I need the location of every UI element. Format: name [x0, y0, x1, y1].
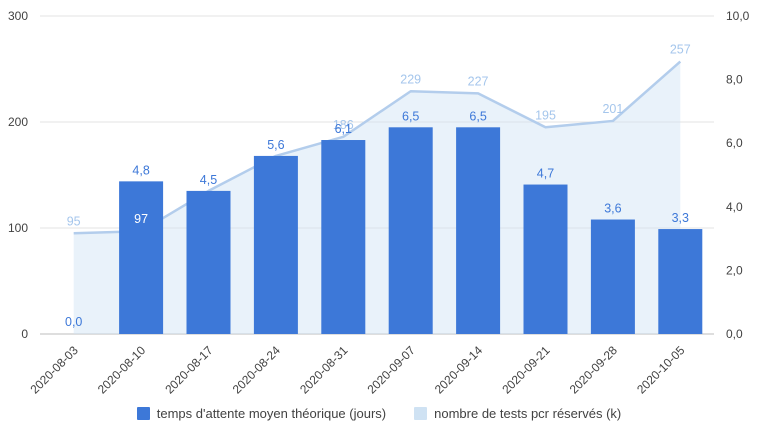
chart-text: 186	[333, 118, 354, 132]
chart-text: 229	[400, 72, 421, 86]
chart-legend: temps d'attente moyen théorique (jours) …	[0, 406, 758, 421]
chart-text: 6,5	[469, 109, 486, 123]
bar-series-swatch	[136, 407, 150, 420]
chart-text: 2020-08-17	[162, 343, 216, 394]
bar	[253, 155, 298, 334]
chart-text: 8,0	[726, 73, 743, 87]
legend-item-area-series: nombre de tests pcr réservés (k)	[414, 406, 621, 421]
left-axis-labels: 0 100 200 300	[8, 9, 28, 341]
chart-text: 4,7	[537, 167, 554, 181]
bar	[388, 127, 433, 334]
bar	[186, 190, 231, 334]
chart-text: 300	[8, 9, 28, 23]
bar	[590, 219, 635, 334]
legend-item-bar-series: temps d'attente moyen théorique (jours)	[136, 406, 387, 421]
chart-text: 2020-09-21	[499, 343, 553, 394]
chart-text: 2020-08-03	[28, 343, 82, 394]
chart-text: 227	[468, 74, 489, 88]
right-axis-labels: 0,0 2,0 4,0 6,0 8,0 10,0	[726, 9, 750, 341]
area-line	[73, 60, 682, 235]
chart-text: 2020-10-05	[634, 343, 688, 394]
chart-text: 3,3	[672, 211, 689, 225]
bar	[456, 127, 501, 334]
chart-text: 2020-08-24	[230, 343, 284, 394]
combo-chart-svg: 0 100 200 300 0,0 2,0 4,0 6,0 8,0 10,0 95 97 186 229 2…	[8, 9, 750, 397]
bar	[321, 140, 366, 334]
chart-text: 10,0	[726, 9, 750, 23]
chart-text: 0,0	[65, 315, 82, 329]
legend-label-area-series: nombre de tests pcr réservés (k)	[434, 406, 622, 421]
chart-text: 2020-08-10	[95, 343, 149, 394]
area-series-swatch	[414, 407, 428, 420]
chart-text: 4,0	[726, 200, 743, 214]
bar-data-labels: 0,0 4,8 4,5 5,6 6,1 6,5 6,5 4,7 3,6 3,3	[65, 109, 689, 329]
chart-text: 0,0	[726, 327, 743, 341]
chart-text: 6,5	[402, 109, 419, 123]
chart-text: 200	[8, 115, 28, 129]
chart-text: 3,6	[604, 202, 621, 216]
bar	[523, 184, 568, 334]
area-series	[73, 60, 682, 334]
chart-text: 2020-08-31	[297, 343, 351, 394]
x-axis-labels: 2020-08-03 2020-08-10 2020-08-17 2020-08-24…	[28, 343, 688, 397]
chart-text: 2020-09-14	[432, 343, 486, 394]
chart-text: 0	[21, 327, 28, 341]
chart-text: 100	[8, 221, 28, 235]
chart-text: 5,6	[267, 138, 284, 152]
chart-text: 2020-09-28	[567, 343, 621, 394]
chart-text: 97	[134, 212, 148, 226]
area-data-labels: 95 97 186 229 227 195 201 257	[67, 43, 691, 229]
chart-text: 257	[670, 43, 691, 57]
bar-series	[119, 127, 703, 334]
chart-text: 6,0	[726, 136, 743, 150]
chart-text: 4,8	[132, 163, 149, 177]
bar	[119, 181, 164, 334]
area-fill	[73, 61, 681, 334]
bar	[658, 229, 703, 334]
chart-text: 2,0	[726, 263, 743, 277]
chart-text: 2020-09-07	[365, 343, 419, 394]
chart-text: 201	[602, 102, 623, 116]
chart-text: 95	[67, 214, 81, 228]
chart-text: 195	[535, 108, 556, 122]
chart-text: 4,5	[200, 173, 217, 187]
chart-text: 6,1	[335, 122, 352, 136]
legend-label-bar-series: temps d'attente moyen théorique (jours)	[156, 406, 387, 421]
